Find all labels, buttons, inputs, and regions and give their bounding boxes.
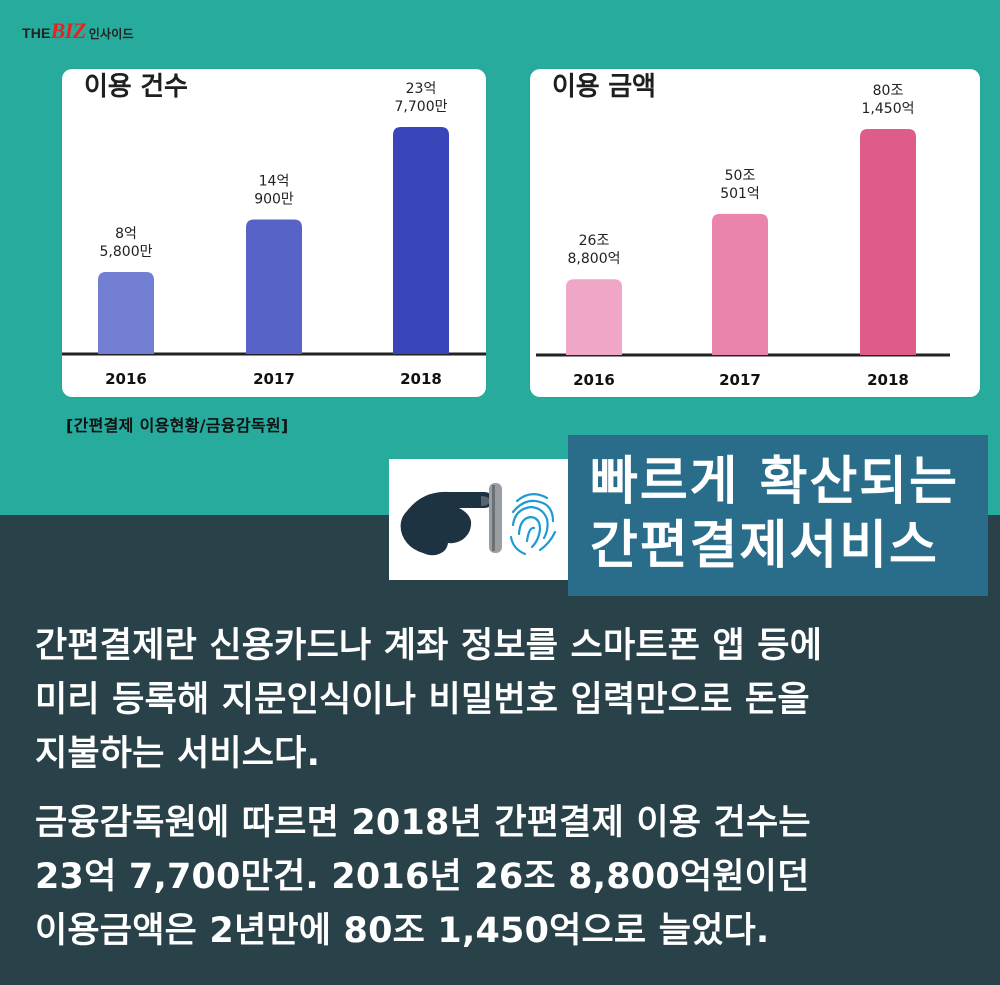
hand-shape [400,491,492,556]
x-tick-2017: 2017 [719,371,761,389]
bar-2017 [246,219,302,354]
pointing-hand-fingerprint-icon [400,483,557,556]
body-paragraph-2: 금융감독원에 따르면 2018년 간편결제 이용 건수는 23억 7,700만건… [35,803,811,951]
bar-2018 [860,129,916,355]
data-label-2017: 50조 501억 [720,168,760,202]
bar-2018 [393,127,449,354]
usage-amount-chart-title: 이용 금액 [552,72,656,102]
device-bar-inner [492,485,495,551]
x-tick-2016: 2016 [105,370,147,388]
brand-suffix: 인사이드 [88,27,134,41]
x-tick-2016: 2016 [573,371,615,389]
x-tick-2018: 2018 [867,371,909,389]
x-tick-2018: 2018 [400,370,442,388]
usage-count-chart-card: 이용 건수 8억 5,800만 2016 14억 900만 2017 23억 7,700만 20… [62,69,486,397]
body-paragraph-1: 간편결제란 신용카드나 계좌 정보를 스마트폰 앱 등에 미리 등록해 지문인식… [35,626,823,774]
data-label-2016: 26조 8,800억 [568,233,621,267]
data-label-2018: 80조 1,450억 [862,83,915,117]
x-tick-2017: 2017 [253,370,295,388]
brand-main: BIZ [50,18,87,43]
data-label-2017: 14억 900만 [254,173,294,207]
bar-2016 [98,272,154,354]
banner-icon-box [389,459,581,580]
data-label-2016: 8억 5,800만 [100,226,153,260]
device-bar [489,483,502,553]
banner-line-1: 빠르게 확산되는 [590,452,959,512]
banner-line-2: 간편결제서비스 [590,516,939,576]
fingerprint-lines [509,493,557,556]
bar-2016 [566,279,622,355]
brand-logo: THEBIZ 인사이드 [22,18,134,44]
usage-amount-chart: 26조 8,800억 2016 50조 501억 2017 80조 1,450억 2018 [536,83,950,389]
usage-count-chart: 8억 5,800만 2016 14억 900만 2017 23억 7,700만 2018 [62,81,486,388]
usage-amount-chart-card: 이용 금액 26조 8,800억 2016 50조 501억 2017 80조 1,450억 2… [530,69,980,397]
brand-prefix: THE [22,25,51,41]
bar-2017 [712,213,768,355]
source-note: [간편결제 이용현황/금융감독원] [66,416,289,435]
data-label-2018: 23억 7,700만 [395,81,448,115]
banner-text-box: 빠르게 확산되는 간편결제서비스 [568,435,988,596]
finger-tip-shape [481,496,490,506]
usage-count-chart-title: 이용 건수 [84,72,188,102]
